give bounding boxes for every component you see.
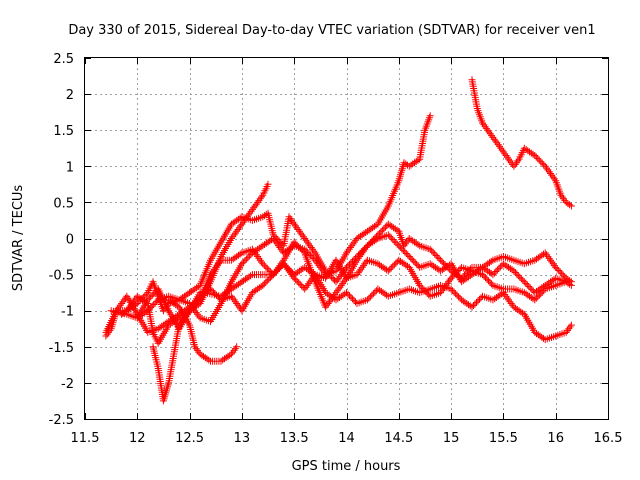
y-tick-label: 0: [66, 233, 74, 248]
y-axis-title: SDTVAR / TECUs: [11, 185, 26, 292]
y-tick-label: -1.5: [49, 341, 74, 356]
x-tick-label: 15.5: [489, 431, 518, 446]
marker-trace-arc-8: [468, 76, 575, 210]
y-tick-label: -2.5: [49, 413, 74, 428]
y-tick-label: 2: [66, 88, 74, 103]
y-tick-label: -2: [61, 377, 74, 392]
y-tick-label: 0.5: [53, 196, 74, 211]
x-tick-label: 13: [234, 431, 251, 446]
series-arc-4: [118, 209, 575, 318]
plot-frame: [84, 57, 609, 420]
x-tick-label: 16: [547, 431, 564, 446]
marker-trace-arc-4: [118, 209, 575, 318]
chart-title: Day 330 of 2015, Sidereal Day-to-day VTE…: [68, 23, 595, 38]
series-arc-6: [149, 180, 272, 405]
y-tick-label: 2.5: [53, 52, 74, 67]
x-tick-label: 16.5: [594, 431, 623, 446]
x-tick-label: 12: [129, 431, 146, 446]
y-tick-label: -1: [61, 305, 74, 320]
x-tick-label: 14.5: [384, 431, 413, 446]
series-arc-8: [468, 76, 575, 210]
marker-trace-arc-6: [149, 180, 272, 405]
y-tick-label: 1.5: [53, 124, 74, 139]
ticks: 11.5 12 12.5 13 13.5 14 14.5 15 15.5 16 16.5-2.5-2…: [49, 52, 623, 446]
x-tick-label: 13.5: [280, 431, 309, 446]
x-tick-label: 11.5: [71, 431, 100, 446]
y-tick-label: 1: [66, 160, 74, 175]
series-arc-3: [107, 231, 575, 333]
series-arc-5: [133, 112, 434, 325]
x-axis-title: GPS time / hours: [292, 459, 401, 474]
marker-trace-arc-7: [165, 296, 241, 365]
x-tick-label: 12.5: [175, 431, 204, 446]
y-tick-label: -0.5: [49, 269, 74, 284]
series-arc-7: [165, 296, 241, 365]
marker-trace-arc-3: [107, 231, 575, 333]
marker-trace-arc-5: [133, 112, 434, 325]
data-series: [102, 76, 575, 405]
x-tick-label: 15: [443, 431, 460, 446]
x-tick-label: 14: [338, 431, 355, 446]
